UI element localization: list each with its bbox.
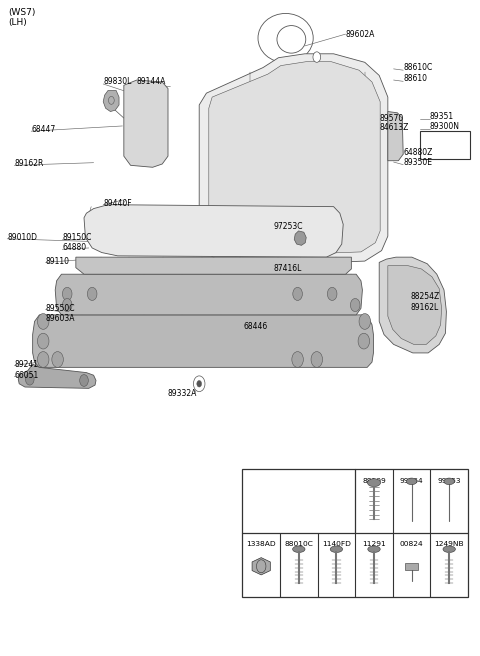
Text: 88010C: 88010C	[284, 541, 313, 547]
Text: 11291: 11291	[362, 541, 386, 547]
Text: 89300N: 89300N	[430, 122, 460, 131]
Circle shape	[313, 52, 321, 62]
Circle shape	[62, 298, 72, 312]
Polygon shape	[55, 274, 362, 315]
Text: 88109: 88109	[362, 478, 386, 484]
Text: 88254Z: 88254Z	[410, 292, 440, 301]
Circle shape	[292, 352, 303, 367]
Circle shape	[62, 287, 72, 300]
Bar	[405, 563, 419, 569]
Ellipse shape	[443, 546, 456, 552]
Text: 1338AD: 1338AD	[246, 541, 276, 547]
Text: 84613Z: 84613Z	[379, 123, 408, 133]
Text: 66051: 66051	[14, 371, 39, 380]
Circle shape	[311, 352, 323, 367]
Text: 89570: 89570	[379, 113, 404, 123]
Polygon shape	[209, 62, 380, 256]
Polygon shape	[124, 80, 168, 167]
Text: 88610C: 88610C	[403, 63, 432, 72]
Polygon shape	[379, 257, 446, 353]
Polygon shape	[294, 231, 306, 245]
Text: 89550C: 89550C	[46, 304, 75, 313]
Circle shape	[37, 352, 49, 367]
Text: (WS7)
(LH): (WS7) (LH)	[9, 8, 36, 28]
Polygon shape	[84, 205, 343, 257]
Text: 87416L: 87416L	[274, 264, 302, 274]
Circle shape	[358, 333, 370, 349]
Text: 68447: 68447	[31, 125, 56, 134]
Circle shape	[87, 287, 97, 300]
Text: 1249NB: 1249NB	[434, 541, 464, 547]
Polygon shape	[388, 266, 442, 344]
Text: 99253: 99253	[437, 478, 461, 484]
Ellipse shape	[407, 478, 417, 485]
Text: 89603A: 89603A	[46, 314, 75, 323]
Text: 89351: 89351	[430, 112, 454, 121]
Circle shape	[293, 287, 302, 300]
Polygon shape	[18, 364, 96, 388]
Ellipse shape	[368, 546, 380, 552]
Bar	[420, 131, 470, 159]
Text: 1140FD: 1140FD	[322, 541, 351, 547]
Text: 89110: 89110	[46, 256, 70, 266]
Text: 89150C: 89150C	[62, 233, 92, 242]
Circle shape	[193, 376, 205, 392]
Text: 89010D: 89010D	[7, 233, 37, 242]
Circle shape	[37, 333, 49, 349]
Text: 68446: 68446	[244, 322, 268, 331]
Text: 88610: 88610	[403, 74, 427, 83]
Text: 64880Z: 64880Z	[403, 148, 432, 157]
Text: 64880: 64880	[62, 243, 86, 253]
Text: 89440F: 89440F	[103, 199, 132, 208]
Circle shape	[359, 314, 371, 329]
Circle shape	[197, 380, 202, 387]
Text: 89602A: 89602A	[346, 30, 375, 39]
Ellipse shape	[330, 546, 343, 552]
Text: 99264: 99264	[400, 478, 423, 484]
Text: 89162R: 89162R	[14, 159, 44, 169]
Text: 97253C: 97253C	[274, 222, 303, 231]
Text: 89332A: 89332A	[168, 389, 197, 398]
Ellipse shape	[444, 478, 455, 485]
Circle shape	[52, 352, 63, 367]
Circle shape	[350, 298, 360, 312]
Circle shape	[80, 375, 88, 386]
Text: 89241: 89241	[14, 359, 38, 369]
Text: 00824: 00824	[400, 541, 423, 547]
Ellipse shape	[293, 546, 305, 552]
Circle shape	[37, 314, 49, 329]
Polygon shape	[252, 558, 270, 575]
Text: 89350E: 89350E	[403, 158, 432, 167]
Polygon shape	[103, 91, 119, 112]
Ellipse shape	[367, 479, 381, 487]
Polygon shape	[199, 54, 388, 266]
Polygon shape	[388, 112, 403, 161]
Text: 89144A: 89144A	[137, 77, 166, 87]
Text: 89830L: 89830L	[103, 77, 132, 87]
Polygon shape	[76, 257, 351, 274]
Polygon shape	[33, 315, 373, 367]
Text: 89162L: 89162L	[410, 302, 439, 312]
Circle shape	[327, 287, 337, 300]
Bar	[242, 469, 468, 597]
Circle shape	[25, 373, 34, 385]
